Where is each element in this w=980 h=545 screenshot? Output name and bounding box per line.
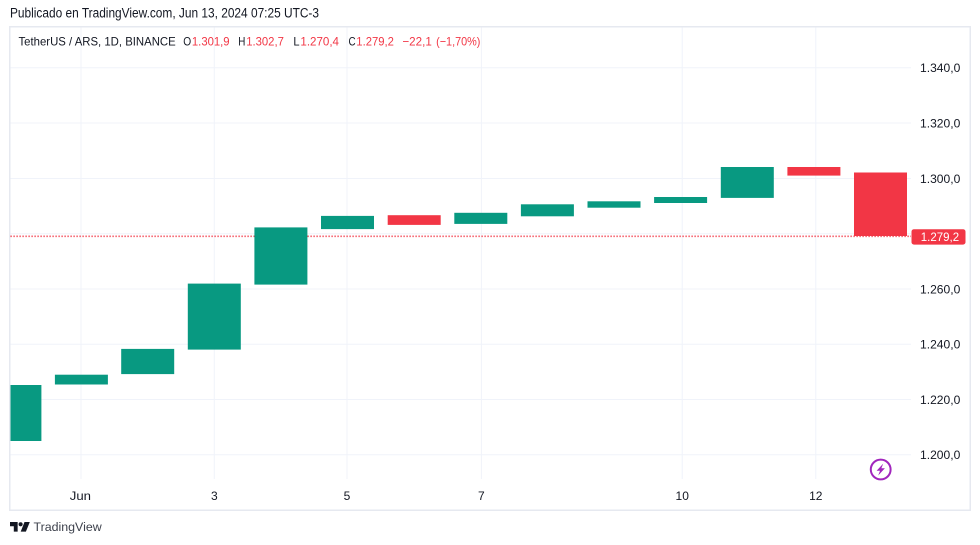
svg-text:TetherUS / ARS, 1D, BINANCE: TetherUS / ARS, 1D, BINANCE	[19, 34, 176, 48]
svg-text:−22,1: −22,1	[402, 34, 432, 48]
svg-text:5: 5	[344, 489, 351, 503]
svg-text:H: H	[238, 34, 245, 48]
svg-text:Jun: Jun	[70, 489, 91, 503]
svg-text:1.200,0: 1.200,0	[920, 448, 961, 462]
svg-text:1.279,2: 1.279,2	[921, 230, 960, 244]
svg-text:7: 7	[478, 489, 485, 503]
svg-text:1.340,0: 1.340,0	[920, 61, 961, 75]
svg-text:L: L	[293, 34, 299, 48]
svg-text:(−1,70%): (−1,70%)	[436, 34, 480, 48]
svg-text:12: 12	[809, 489, 823, 503]
svg-text:1.240,0: 1.240,0	[920, 338, 961, 352]
svg-text:1.270,4: 1.270,4	[300, 34, 339, 48]
svg-text:Publicado en TradingView.com,: Publicado en TradingView.com, Jun 13, 20…	[10, 6, 319, 21]
svg-text:O: O	[183, 34, 191, 48]
svg-text:10: 10	[676, 489, 690, 503]
svg-text:1.300,0: 1.300,0	[920, 172, 961, 186]
svg-text:1.320,0: 1.320,0	[920, 116, 961, 130]
svg-text:3: 3	[211, 489, 218, 503]
svg-text:1.279,2: 1.279,2	[356, 34, 394, 48]
svg-text:1.302,7: 1.302,7	[246, 34, 284, 48]
svg-text:C: C	[349, 34, 356, 48]
svg-text:1.220,0: 1.220,0	[920, 393, 961, 407]
svg-text:TradingView: TradingView	[34, 520, 102, 534]
svg-text:1.301,9: 1.301,9	[192, 34, 230, 48]
svg-text:1.260,0: 1.260,0	[920, 282, 961, 296]
